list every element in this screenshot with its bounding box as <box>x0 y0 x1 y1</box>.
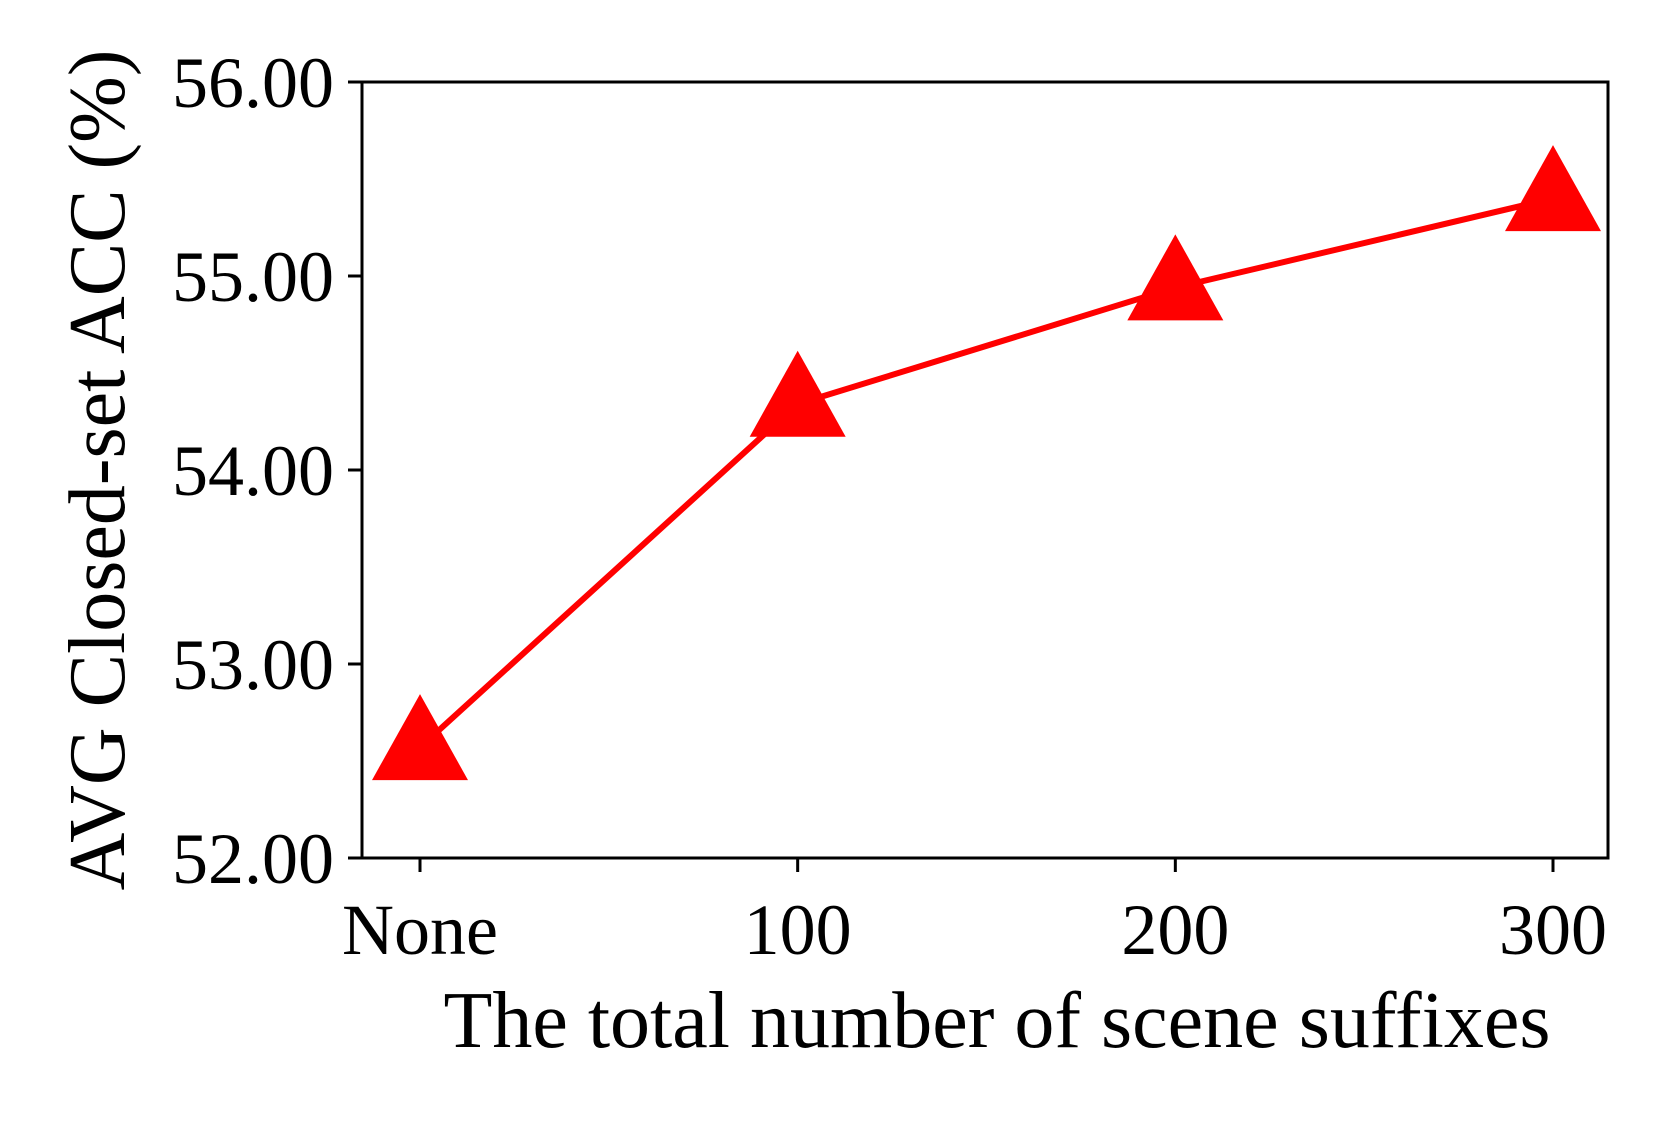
data-point-marker <box>372 694 468 781</box>
plot-area <box>372 145 1601 781</box>
y-axis-label: AVG Closed-set ACC (%) <box>54 50 142 891</box>
x-axis-label: The total number of scene suffixes <box>443 977 1550 1065</box>
y-tick-label: 54.00 <box>172 431 334 511</box>
y-axis: 52.00 53.00 54.00 55.00 56.00 <box>172 43 362 899</box>
x-tick-label: 200 <box>1121 890 1229 970</box>
series-line <box>417 195 1554 750</box>
x-tick-label: None <box>342 890 498 970</box>
x-axis: None 100 200 300 <box>342 858 1607 970</box>
y-tick-label: 53.00 <box>172 625 334 705</box>
x-tick-label: 300 <box>1499 890 1607 970</box>
y-tick-label: 56.00 <box>172 43 334 123</box>
data-point-marker <box>749 350 846 437</box>
data-point-marker <box>1505 145 1601 232</box>
y-tick-label: 52.00 <box>172 819 334 899</box>
x-tick-label: 100 <box>744 890 852 970</box>
y-tick-label: 55.00 <box>172 237 334 317</box>
data-point-marker <box>1127 234 1224 321</box>
plot-frame <box>360 80 1610 860</box>
